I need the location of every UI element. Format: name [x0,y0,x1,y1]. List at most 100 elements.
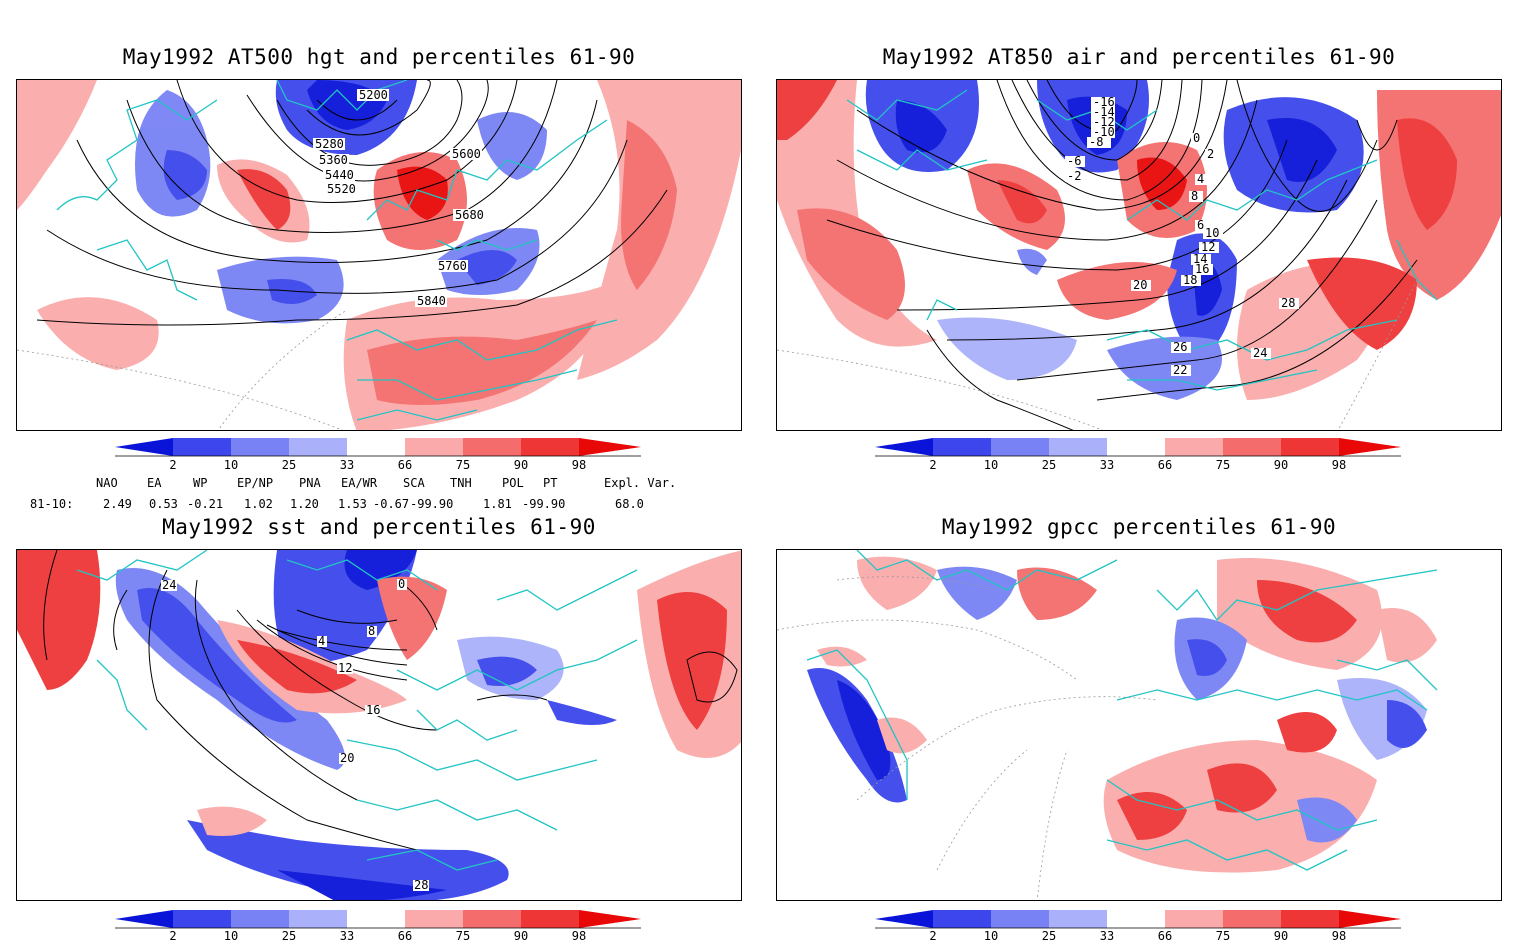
indices-value: 1.20 [290,497,319,511]
contour-label: -10 [1093,125,1115,139]
contour-label: 5280 [315,137,344,151]
contour-label: 24 [1253,346,1267,360]
colorbar-label: 2 [169,458,176,472]
contour-label: 16 [366,703,380,717]
indices-value: 68.0 [615,497,644,511]
contour-label: 18 [1183,273,1197,287]
indices-value: -99.90 [522,497,566,511]
colorbar-label: 66 [1158,458,1172,472]
indices-value: -0.21 [187,497,224,511]
contour-label: 5600 [452,147,481,161]
colorbar-label: 66 [398,929,412,943]
indices-value: 0.53 [149,497,178,511]
indices-value: 2.49 [103,497,132,511]
contour-label: 28 [1281,296,1295,310]
contour-label: 20 [1133,278,1147,292]
contour-label: 8 [368,624,375,638]
colorbar-label: 2 [929,929,936,943]
indices-header: NAO [96,476,118,490]
contour-label: 28 [414,878,428,892]
contour-label: 14 [1193,252,1207,266]
colorbar-label: 2 [929,458,936,472]
indices-header: WP [193,476,208,490]
contour-label: 5840 [417,294,446,308]
colorbar-bottom-left: 2 10 25 33 66 75 90 98 [115,910,641,943]
colorbar-label: 25 [1042,929,1056,943]
contour-label: 2 [1207,147,1214,161]
indices-header: SCA [403,476,425,490]
indices-header: PT [543,476,558,490]
colorbar-label: 98 [1332,458,1346,472]
indices-header: TNH [450,476,472,490]
indices-header: EA/WR [341,476,378,490]
contour-label: 12 [338,661,352,675]
colorbar-label: 98 [572,458,586,472]
contour-label: -16 [1093,95,1115,109]
colorbar-label: 33 [340,458,354,472]
indices-header: POL [502,476,524,490]
colorbar-label: 66 [1158,929,1172,943]
map-panel-air850: -16 -14 -12 -10 -8 -6 -2 0 2 4 6 8 10 12… [776,79,1502,431]
panel-title-gpcc: May1992 gpcc percentiles 61-90 [941,515,1337,539]
colorbar-label: 98 [1332,929,1346,943]
panel-title-hgt500: May1992 AT500 hgt and percentiles 61-90 [122,45,636,69]
contour-label: 20 [340,751,354,765]
contour-label: 5200 [359,88,388,102]
contour-label: -6 [1067,154,1081,168]
contour-label: 6 [1197,218,1204,232]
panel-title-air850: May1992 AT850 air and percentiles 61-90 [882,45,1396,69]
colorbar-label: 10 [984,929,998,943]
colorbar-top-right: 2 10 25 33 66 75 90 98 [875,438,1401,472]
indices-header: EP/NP [237,476,274,490]
colorbar-label: 90 [514,929,528,943]
colorbar-label: 75 [456,929,470,943]
colorbar-label: 75 [1216,929,1230,943]
colorbar-label: 10 [224,929,238,943]
colorbar-swatch [115,438,173,456]
contour-label: 10 [1205,226,1219,240]
indices-row-label: 81-10: [30,497,74,511]
contour-label: 5440 [325,168,354,182]
colorbar-label: 10 [224,458,238,472]
colorbar-label: 33 [1100,458,1114,472]
colorbar-label: 75 [456,458,470,472]
indices-header: PNA [299,476,321,490]
colorbar-label: 25 [282,929,296,943]
contour-label: -8 [1089,135,1103,149]
contour-label: 5360 [319,153,348,167]
colorbar-label: 90 [514,458,528,472]
colorbar-label: 90 [1274,929,1288,943]
indices-table: NAO EA WP EP/NP PNA EA/WR SCA TNH POL PT… [0,474,760,514]
colorbar-label: 25 [1042,458,1056,472]
contour-label: -2 [1067,169,1081,183]
map-panel-gpcc [776,549,1502,901]
indices-value: 1.81 [483,497,512,511]
colorbar-label: 2 [169,929,176,943]
contour-label: 4 [1197,172,1204,186]
contour-label: 22 [1173,363,1187,377]
panel-title-sst: May1992 sst and percentiles 61-90 [162,515,596,539]
colorbar-label: 98 [572,929,586,943]
contour-label: -14 [1093,105,1115,119]
contour-label: 16 [1195,262,1209,276]
contour-label: 5520 [327,182,356,196]
colorbar-label: 33 [1100,929,1114,943]
contour-label: 4 [318,634,325,648]
colorbar-label: 25 [282,458,296,472]
indices-value: -99.90 [410,497,454,511]
contour-label: 24 [162,578,176,592]
colorbar-label: 33 [340,929,354,943]
colorbar-label: 66 [398,458,412,472]
colorbar-top-left: 2 10 25 33 66 75 90 98 [115,438,641,472]
contour-label: 8 [1191,189,1198,203]
contour-label: 26 [1173,340,1187,354]
indices-header: Expl. Var. [604,476,677,490]
contour-label: 12 [1201,240,1215,254]
contour-label: 0 [398,577,405,591]
map-panel-sst: 0 4 8 12 16 20 24 28 [16,549,742,901]
contour-label: 0 [1193,131,1200,145]
colorbar-label: 10 [984,458,998,472]
colorbar-label: 90 [1274,458,1288,472]
indices-value: 1.02 [244,497,273,511]
colorbar-label: 75 [1216,458,1230,472]
